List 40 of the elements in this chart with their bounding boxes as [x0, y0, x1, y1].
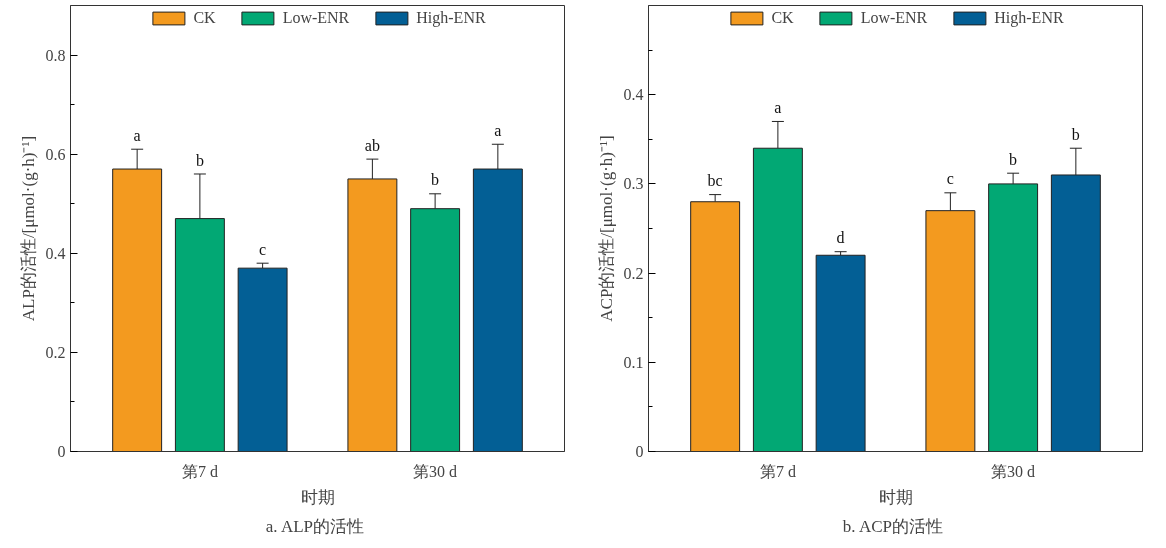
y-tick-label: 0.2 — [623, 264, 644, 282]
y-tick-label: 0.4 — [45, 244, 66, 262]
y-tick-label: 0 — [635, 443, 644, 460]
legend-label: Low-ENR — [860, 9, 928, 27]
legend-label: High-ENR — [416, 9, 486, 27]
y-tick-label: 0 — [57, 443, 66, 460]
y-tick-label: 0.3 — [623, 175, 644, 193]
y-tick-label: 0.8 — [45, 46, 66, 64]
y-tick-label: 0.6 — [45, 145, 66, 163]
data-label: c — [946, 170, 954, 188]
x-axis-title: 时期 — [878, 487, 913, 507]
data-label: b — [431, 171, 440, 189]
data-label: ab — [364, 136, 380, 154]
y-tick-label: 0.2 — [45, 343, 66, 361]
text: a. ALP的活性 — [265, 516, 365, 536]
legend-label: CK — [193, 9, 216, 27]
data-label: a — [133, 126, 141, 144]
x-tick-label: 第30 d — [991, 462, 1036, 480]
bar — [237, 267, 288, 452]
x-tick-label: 第7 d — [181, 462, 218, 480]
x-axis-title: 时期 — [300, 487, 335, 507]
data-label: b — [195, 151, 204, 169]
y-axis-title: ALP的活性/[μmol·(g·h)⁻¹] — [18, 135, 38, 322]
y-tick-label: 0.1 — [623, 353, 644, 371]
data-label: bc — [707, 172, 723, 190]
y-axis-title: ACP的活性/[μmol·(g·h)⁻¹] — [596, 135, 616, 322]
data-label: d — [836, 229, 845, 247]
data-label: c — [259, 240, 267, 258]
x-tick-label: 第30 d — [413, 462, 458, 480]
data-label: b — [1009, 150, 1018, 168]
legend-label: High-ENR — [994, 9, 1064, 27]
legend-label: CK — [771, 9, 794, 27]
y-tick-label: 0.4 — [623, 86, 644, 104]
legend-label: Low-ENR — [282, 9, 350, 27]
data-label: a — [494, 121, 502, 139]
data-label: b — [1071, 125, 1080, 143]
text: b. ACP的活性 — [842, 516, 943, 536]
bar — [815, 254, 866, 452]
x-tick-label: 第7 d — [759, 462, 796, 480]
data-label: a — [774, 99, 782, 117]
